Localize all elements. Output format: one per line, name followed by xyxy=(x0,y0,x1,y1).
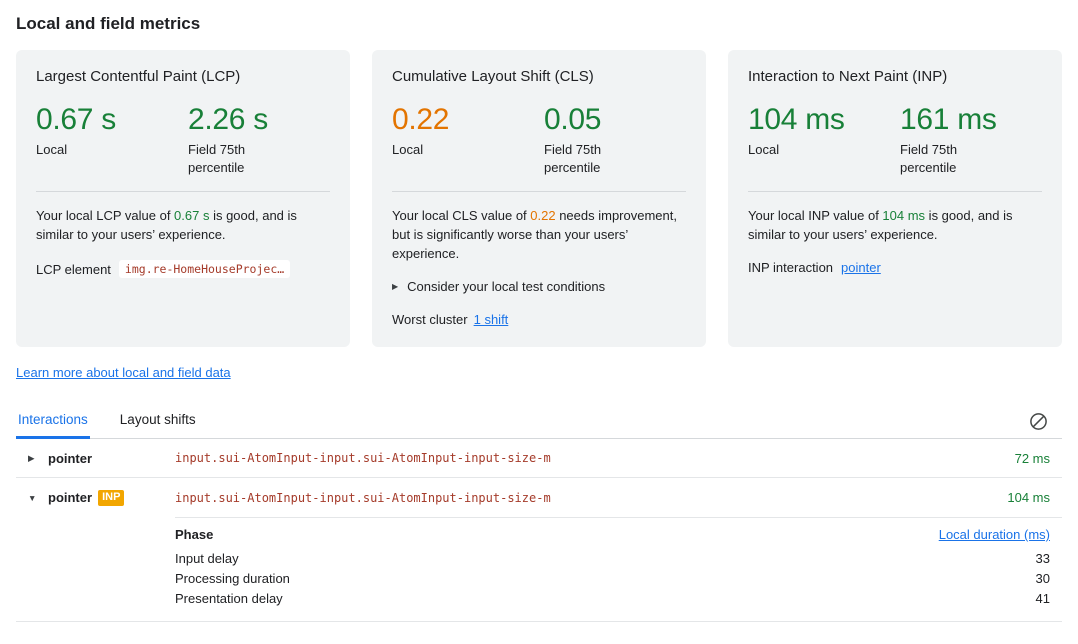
tab-layout-shifts[interactable]: Layout shifts xyxy=(119,412,196,427)
lcp-metrics: 0.67 s Local 2.26 s Field 75th percentil… xyxy=(36,103,330,177)
interaction-target-link[interactable]: input.sui-AtomInput-input.sui-AtomInput-… xyxy=(175,490,551,505)
inp-card: Interaction to Next Paint (INP) 104 ms L… xyxy=(728,50,1062,347)
interaction-duration: 104 ms xyxy=(1007,490,1050,505)
lcp-card: Largest Contentful Paint (LCP) 0.67 s Lo… xyxy=(16,50,350,347)
phase-row-presentation-delay: Presentation delay 41 xyxy=(175,589,1050,609)
inp-desc-value: 104 ms xyxy=(882,208,926,223)
cls-test-conditions-label: Consider your local test conditions xyxy=(407,279,606,294)
page-title: Local and field metrics xyxy=(16,14,201,33)
inp-interaction-label: INP interaction xyxy=(748,260,834,275)
cls-local-label: Local xyxy=(392,142,424,157)
learn-more-link[interactable]: Learn more about local and field data xyxy=(16,365,231,380)
interaction-target-link[interactable]: input.sui-AtomInput-input.sui-AtomInput-… xyxy=(175,451,551,465)
inp-badge: INP xyxy=(98,489,125,506)
local-duration-sort-link[interactable]: Local duration (ms) xyxy=(938,527,1050,542)
lcp-field-label: Field 75th percentile xyxy=(188,142,246,175)
learn-more-row: Learn more about local and field data xyxy=(16,365,1062,380)
inp-field-label: Field 75th percentile xyxy=(900,142,958,175)
chevron-down-icon[interactable]: ▼ xyxy=(28,492,37,503)
ignore-list-icon[interactable] xyxy=(1029,412,1048,431)
cls-local-value: 0.22 xyxy=(392,103,450,136)
cls-field-label: Field 75th percentile xyxy=(544,142,602,175)
inp-local-metric: 104 ms Local xyxy=(748,103,900,177)
interaction-event-name: pointer INP xyxy=(48,489,175,506)
lcp-element-row: LCP element img.re-HomeHouseProjec… xyxy=(36,260,330,278)
inp-description: Your local INP value of 104 ms is good, … xyxy=(748,206,1042,244)
interaction-event-name: pointer xyxy=(48,450,93,466)
lcp-element-label: LCP element xyxy=(36,261,111,277)
cls-desc-prefix: Your local CLS value of xyxy=(392,208,531,223)
inp-card-title: Interaction to Next Paint (INP) xyxy=(748,68,948,85)
inp-card-divider xyxy=(748,191,1042,192)
cls-card-divider xyxy=(392,191,686,192)
lcp-element-link[interactable]: img.re-HomeHouseProjec… xyxy=(118,260,291,278)
phase-row-processing-duration: Processing duration 30 xyxy=(175,569,1050,589)
worst-cluster-link[interactable]: 1 shift xyxy=(473,312,509,327)
metric-cards: Largest Contentful Paint (LCP) 0.67 s Lo… xyxy=(16,50,1062,347)
tabbar: Interactions Layout shifts xyxy=(16,406,1062,439)
tab-interactions[interactable]: Interactions xyxy=(16,406,90,439)
lcp-desc-prefix: Your local LCP value of xyxy=(36,208,175,223)
phase-row-input-delay: Input delay 33 xyxy=(175,549,1050,569)
lcp-desc-suffix: is good, and is similar to your users’ e… xyxy=(36,208,297,242)
lcp-field-value: 2.26 s xyxy=(188,103,268,136)
interaction-row-pointer-1[interactable]: ▶ pointer input.sui-AtomInput-input.sui-… xyxy=(16,439,1062,478)
cls-card: Cumulative Layout Shift (CLS) 0.22 Local… xyxy=(372,50,706,347)
circle-slash-icon xyxy=(1030,413,1047,430)
cls-desc-value: 0.22 xyxy=(530,208,556,223)
phase-label: Input delay xyxy=(175,551,239,566)
lcp-card-divider xyxy=(36,191,330,192)
lcp-local-label: Local xyxy=(36,142,68,157)
inp-interaction-row: INP interaction pointer xyxy=(748,260,1042,275)
lcp-card-title: Largest Contentful Paint (LCP) xyxy=(36,68,241,85)
local-field-metrics-panel: Local and field metrics Largest Contentf… xyxy=(16,14,1062,622)
interaction-detail-wrapper: Phase Local duration (ms) Input delay 33… xyxy=(16,517,1062,622)
cls-field-value: 0.05 xyxy=(544,103,602,136)
inp-metrics: 104 ms Local 161 ms Field 75th percentil… xyxy=(748,103,1042,177)
chevron-right-icon: ▶ xyxy=(392,281,399,291)
lcp-field-metric: 2.26 s Field 75th percentile xyxy=(188,103,280,177)
phase-value: 33 xyxy=(1035,551,1050,566)
worst-cluster-label: Worst cluster xyxy=(392,312,468,327)
interaction-duration: 72 ms xyxy=(1014,450,1050,466)
chevron-right-icon[interactable]: ▶ xyxy=(28,452,35,463)
interaction-phase-detail: Phase Local duration (ms) Input delay 33… xyxy=(175,517,1062,621)
phase-value: 30 xyxy=(1035,571,1050,586)
cls-test-conditions-expando[interactable]: ▶ Consider your local test conditions xyxy=(392,279,686,294)
cls-card-title: Cumulative Layout Shift (CLS) xyxy=(392,68,594,85)
inp-local-label: Local xyxy=(748,142,780,157)
inp-interaction-link[interactable]: pointer xyxy=(841,260,881,275)
cls-metrics: 0.22 Local 0.05 Field 75th percentile xyxy=(392,103,686,177)
inp-field-metric: 161 ms Field 75th percentile xyxy=(900,103,997,177)
lcp-description: Your local LCP value of 0.67 s is good, … xyxy=(36,206,330,244)
cls-field-metric: 0.05 Field 75th percentile xyxy=(544,103,636,177)
cls-worst-cluster-row: Worst cluster 1 shift xyxy=(392,312,686,327)
phase-table-header: Phase Local duration (ms) xyxy=(175,527,1050,549)
inp-desc-suffix: is good, and is similar to your users’ e… xyxy=(748,208,1013,242)
phase-label: Presentation delay xyxy=(175,591,283,606)
inp-field-value: 161 ms xyxy=(900,103,997,136)
cls-description: Your local CLS value of 0.22 needs impro… xyxy=(392,206,686,263)
lcp-desc-value: 0.67 s xyxy=(174,208,210,223)
phase-label: Processing duration xyxy=(175,571,290,586)
lcp-local-value: 0.67 s xyxy=(36,103,116,136)
inp-local-value: 104 ms xyxy=(748,103,845,136)
cls-local-metric: 0.22 Local xyxy=(392,103,544,177)
phase-value: 41 xyxy=(1035,591,1050,606)
inp-desc-prefix: Your local INP value of xyxy=(748,208,883,223)
cls-desc-suffix: needs improvement, but is significantly … xyxy=(392,208,677,261)
interaction-event-label: pointer xyxy=(48,490,93,505)
lcp-local-metric: 0.67 s Local xyxy=(36,103,188,177)
interaction-row-pointer-2[interactable]: ▼ pointer INP input.sui-AtomInput-input.… xyxy=(16,478,1062,517)
phase-header-label: Phase xyxy=(175,527,214,542)
